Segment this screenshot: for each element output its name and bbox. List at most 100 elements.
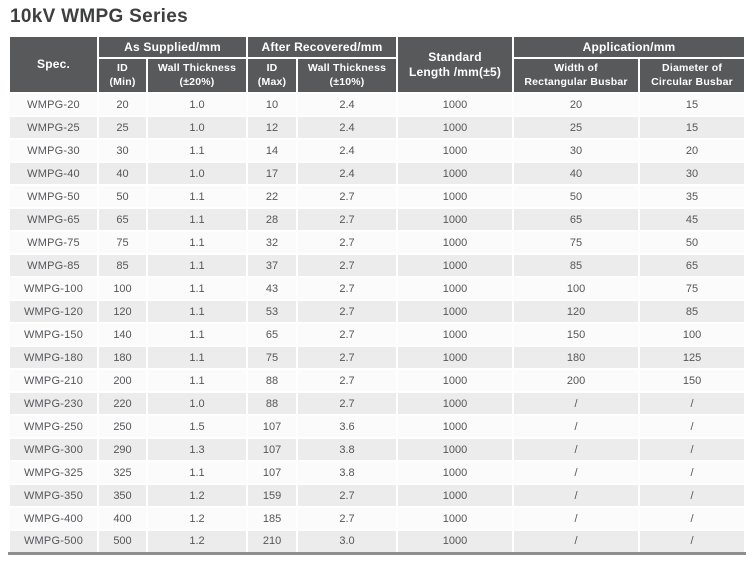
value-cell: 14 (246, 138, 299, 163)
value-cell: 290 (97, 437, 148, 462)
spec-cell: WMPG-65 (8, 207, 99, 232)
value-cell: 20 (97, 92, 148, 117)
value-cell: 1000 (396, 138, 515, 163)
spec-cell: WMPG-20 (8, 92, 99, 117)
value-cell: / (512, 414, 641, 439)
value-cell: 65 (512, 207, 641, 232)
value-cell: 50 (512, 184, 641, 209)
value-cell: 32 (246, 230, 299, 255)
value-cell: 2.4 (296, 115, 399, 140)
spec-cell: WMPG-400 (8, 506, 99, 531)
table-row: WMPG-65 65 1.1 28 2.7 1000 65 45 (8, 207, 747, 232)
value-cell: / (512, 391, 641, 416)
value-cell: 1000 (396, 230, 515, 255)
value-cell: 1000 (396, 299, 515, 324)
table-row: WMPG-300 290 1.3 107 3.8 1000// (8, 437, 747, 462)
value-cell: 1.1 (145, 322, 249, 347)
value-cell: 1000 (396, 529, 515, 554)
value-cell: 1000 (396, 506, 515, 531)
value-cell: 1.5 (145, 414, 249, 439)
value-cell: 1.0 (145, 115, 249, 140)
value-cell: 1.2 (145, 483, 249, 508)
table-row: WMPG-25 25 1.0 12 2.4 1000 25 15 (8, 115, 747, 140)
value-cell: 20 (638, 138, 747, 163)
table-row: WMPG-40 40 1.0 17 2.4 1000 40 30 (8, 161, 747, 186)
value-cell: 1000 (396, 276, 515, 301)
value-cell: 1.3 (145, 437, 249, 462)
value-cell: / (638, 414, 747, 439)
value-cell: 2.7 (296, 276, 399, 301)
value-cell: 100 (512, 276, 641, 301)
table-row: WMPG-230 220 1.0 88 2.7 1000// (8, 391, 747, 416)
value-cell: 400 (97, 506, 148, 531)
value-cell: 1000 (396, 391, 515, 416)
value-cell: 50 (97, 184, 148, 209)
value-cell: 120 (97, 299, 148, 324)
value-cell: 1.0 (145, 391, 249, 416)
value-cell: 1.1 (145, 184, 249, 209)
value-cell: 1.1 (145, 299, 249, 324)
value-cell: 30 (638, 161, 747, 186)
spec-cell: WMPG-120 (8, 299, 99, 324)
value-cell: 65 (246, 322, 299, 347)
spec-cell: WMPG-40 (8, 161, 99, 186)
value-cell: / (638, 437, 747, 462)
value-cell: 40 (512, 161, 641, 186)
value-cell: 1000 (396, 368, 515, 393)
column-header-standard-length: Standard Length /mm(±5) (396, 35, 515, 94)
spec-cell: WMPG-85 (8, 253, 99, 278)
value-cell: 1.1 (145, 138, 249, 163)
spec-cell: WMPG-75 (8, 230, 99, 255)
column-group-application: Application/mm (512, 35, 747, 59)
value-cell: 2.7 (296, 368, 399, 393)
table-row: WMPG-20 20 1.0 10 2.4 1000 20 15 (8, 92, 747, 117)
value-cell: / (512, 506, 641, 531)
value-cell: 2.7 (296, 391, 399, 416)
value-cell: 125 (638, 345, 747, 370)
value-cell: 88 (246, 368, 299, 393)
value-cell: / (638, 529, 747, 554)
spec-cell: WMPG-30 (8, 138, 99, 163)
value-cell: 3.8 (296, 437, 399, 462)
value-cell: 25 (97, 115, 148, 140)
value-cell: 200 (512, 368, 641, 393)
value-cell: 1.0 (145, 161, 249, 186)
table-row: WMPG-250 250 1.5 107 3.6 1000// (8, 414, 747, 439)
value-cell: 120 (512, 299, 641, 324)
value-cell: 3.6 (296, 414, 399, 439)
value-cell: 28 (246, 207, 299, 232)
value-cell: 100 (97, 276, 148, 301)
column-group-after-recovered: After Recovered/mm (246, 35, 399, 59)
value-cell: 1000 (396, 161, 515, 186)
value-cell: 500 (97, 529, 148, 554)
table-row: WMPG-85 85 1.1 37 2.7 1000 85 65 (8, 253, 747, 278)
table-row: WMPG-150 140 1.1 65 2.7 1000 150 100 (8, 322, 747, 347)
value-cell: 53 (246, 299, 299, 324)
value-cell: 1000 (396, 253, 515, 278)
column-header-wall-thickness-10: Wall Thickness (±10%) (296, 57, 399, 94)
value-cell: 65 (638, 253, 747, 278)
value-cell: 45 (638, 207, 747, 232)
value-cell: 210 (246, 529, 299, 554)
table-row: WMPG-325 325 1.1 107 3.8 1000// (8, 460, 747, 485)
column-header-width-rectangular-busbar: Width of Rectangular Busbar (512, 57, 641, 94)
value-cell: 2.7 (296, 253, 399, 278)
value-cell: 2.7 (296, 322, 399, 347)
value-cell: / (638, 391, 747, 416)
value-cell: 1000 (396, 184, 515, 209)
value-cell: 1000 (396, 414, 515, 439)
spec-cell: WMPG-180 (8, 345, 99, 370)
value-cell: 25 (512, 115, 641, 140)
spec-cell: WMPG-325 (8, 460, 99, 485)
value-cell: 1000 (396, 207, 515, 232)
column-header-diameter-circular-busbar: Diameter of Circular Busbar (638, 57, 747, 94)
value-cell: 100 (638, 322, 747, 347)
value-cell: / (638, 460, 747, 485)
table-row: WMPG-400 400 1.2 185 2.7 1000// (8, 506, 747, 531)
value-cell: 1.1 (145, 460, 249, 485)
table-row: WMPG-30 30 1.1 14 2.4 1000 30 20 (8, 138, 747, 163)
value-cell: 30 (512, 138, 641, 163)
table-row: WMPG-100 100 1.1 43 2.7 1000 100 75 (8, 276, 747, 301)
value-cell: 37 (246, 253, 299, 278)
value-cell: 40 (97, 161, 148, 186)
